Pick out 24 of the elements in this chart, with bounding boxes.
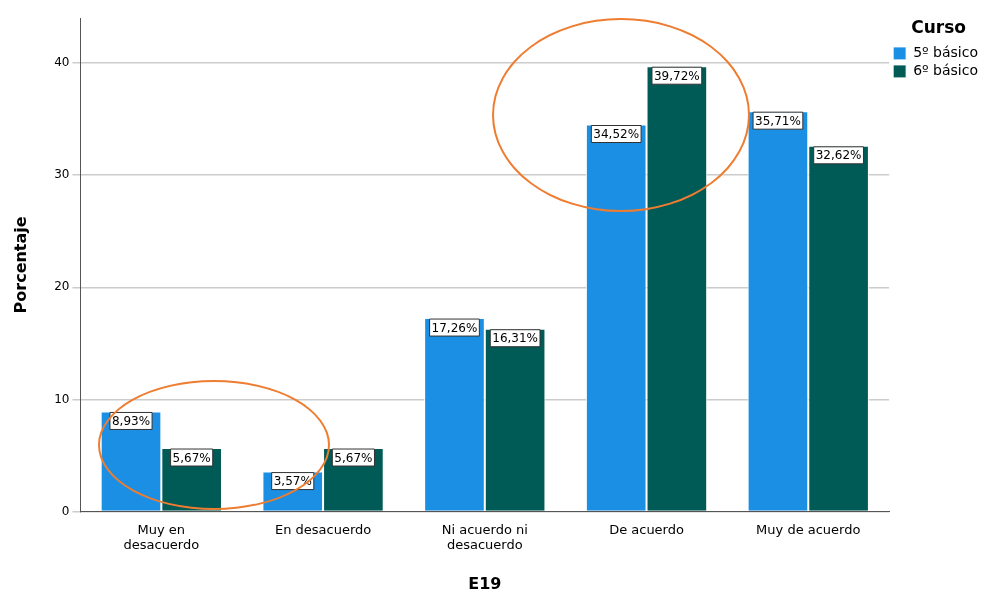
data-label: 8,93% <box>111 414 151 429</box>
x-tick-label: Muy de acuerdo <box>756 521 861 537</box>
data-label: 16,31% <box>492 331 539 346</box>
y-tick-label: 10 <box>54 391 70 406</box>
data-label: 34,52% <box>593 127 640 142</box>
y-tick-label: 40 <box>54 55 70 70</box>
x-tick-label: De acuerdo <box>609 521 684 537</box>
y-tick-label: 0 <box>61 503 70 518</box>
y-axis-title: Porcentaje <box>10 216 30 314</box>
data-label: 39,72% <box>653 68 700 83</box>
data-label: 17,26% <box>431 320 478 335</box>
data-label: 32,62% <box>815 148 862 163</box>
x-tick-label: Ni acuerdo ni desacuerdo <box>441 521 528 553</box>
legend-label: 6º básico <box>913 62 979 79</box>
legend-title: Curso <box>911 16 966 37</box>
data-label: 35,71% <box>755 113 801 128</box>
data-label: 5,67% <box>172 450 211 465</box>
x-tick-label: Muy en desacuerdo <box>123 521 200 553</box>
y-tick-label: 20 <box>54 279 70 294</box>
x-axis-title: E19 <box>468 573 502 593</box>
legend-label: 5º básico <box>913 44 979 61</box>
x-tick-label: En desacuerdo <box>274 521 372 537</box>
data-label: 5,67% <box>334 450 373 465</box>
y-tick-label: 30 <box>54 167 70 182</box>
